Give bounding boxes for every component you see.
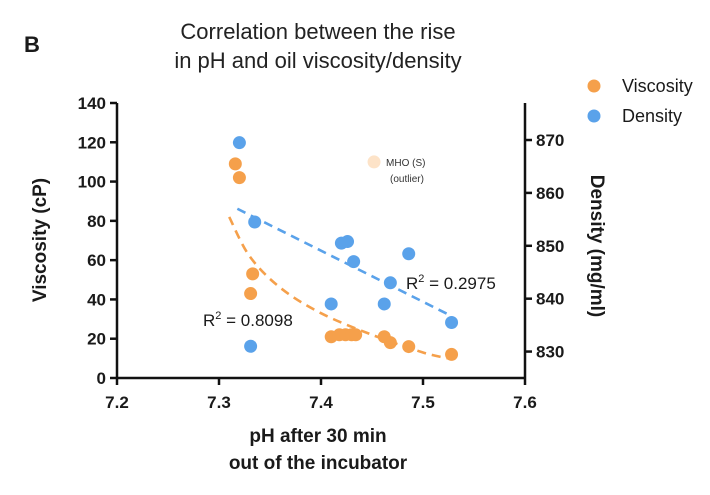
x-axis-title-line1: pH after 30 min bbox=[249, 426, 386, 447]
viscosity-point bbox=[244, 287, 258, 301]
y-left-tick-label: 60 bbox=[87, 251, 106, 270]
density-point bbox=[402, 247, 416, 261]
x-tick-label: 7.6 bbox=[513, 393, 537, 412]
legend-label-viscosity: Viscosity bbox=[622, 76, 693, 96]
viscosity-point bbox=[383, 336, 397, 350]
y-left-tick-label: 20 bbox=[87, 330, 106, 349]
x-axis-title-line2: out of the incubator bbox=[229, 453, 408, 474]
viscosity-point bbox=[246, 267, 260, 281]
chart-title-line2: in pH and oil viscosity/density bbox=[174, 48, 461, 73]
y-right-tick-label: 850 bbox=[536, 237, 564, 256]
chart-title-line1: Correlation between the rise bbox=[180, 19, 455, 44]
density-point bbox=[445, 315, 459, 329]
legend-label-density: Density bbox=[622, 106, 682, 126]
viscosity-r2-label: R2 = 0.8098 bbox=[203, 310, 293, 330]
density-fit-line bbox=[236, 207, 450, 316]
y-axis-right-title: Density (mg/ml) bbox=[586, 175, 607, 318]
y-left-tick-label: 80 bbox=[87, 212, 106, 231]
y-right-tick-label: 840 bbox=[536, 290, 564, 309]
viscosity-point bbox=[228, 157, 242, 171]
density-point bbox=[244, 339, 258, 353]
y-right-tick-label: 870 bbox=[536, 131, 564, 150]
outlier-point bbox=[367, 155, 381, 169]
density-point bbox=[347, 255, 361, 269]
x-tick-label: 7.4 bbox=[309, 393, 333, 412]
density-r2-label: R2 = 0.2975 bbox=[406, 273, 496, 293]
legend-marker-density bbox=[587, 109, 601, 123]
density-point bbox=[341, 235, 355, 249]
outlier-note-line2: (outlier) bbox=[390, 174, 424, 185]
density-point bbox=[383, 276, 397, 290]
density-point bbox=[248, 215, 262, 229]
x-tick-label: 7.5 bbox=[411, 393, 435, 412]
y-left-tick-label: 40 bbox=[87, 290, 106, 309]
data-points-layer bbox=[228, 136, 459, 361]
viscosity-point bbox=[445, 347, 459, 361]
y-left-tick-label: 0 bbox=[97, 369, 106, 388]
x-tick-label: 7.3 bbox=[207, 393, 231, 412]
viscosity-fit-line bbox=[228, 216, 449, 360]
outlier-note-line1: MHO (S) bbox=[386, 158, 425, 169]
axes-layer: 7.2 7.3 7.4 7.5 7.6 0 20 40 60 80 100 120 140 830 840 8… bbox=[78, 94, 565, 412]
viscosity-point bbox=[402, 340, 416, 354]
viscosity-point bbox=[349, 328, 363, 342]
density-point bbox=[324, 297, 338, 311]
y-left-tick-label: 120 bbox=[78, 133, 106, 152]
panel-label: B bbox=[24, 32, 40, 57]
y-left-tick-label: 100 bbox=[78, 173, 106, 192]
y-right-tick-label: 860 bbox=[536, 184, 564, 203]
density-point bbox=[232, 136, 246, 150]
labels-layer: R2 = 0.8098 R2 = 0.2975 MHO (S) (outlier) bbox=[203, 158, 496, 330]
y-left-tick-label: 140 bbox=[78, 94, 106, 113]
legend-marker-viscosity bbox=[587, 79, 601, 93]
y-right-tick-label: 830 bbox=[536, 343, 564, 362]
y-axis-left-title: Viscosity (cP) bbox=[30, 178, 51, 302]
viscosity-point bbox=[232, 171, 246, 185]
density-point bbox=[377, 297, 391, 311]
fit-lines-layer bbox=[228, 207, 450, 360]
x-tick-label: 7.2 bbox=[105, 393, 129, 412]
